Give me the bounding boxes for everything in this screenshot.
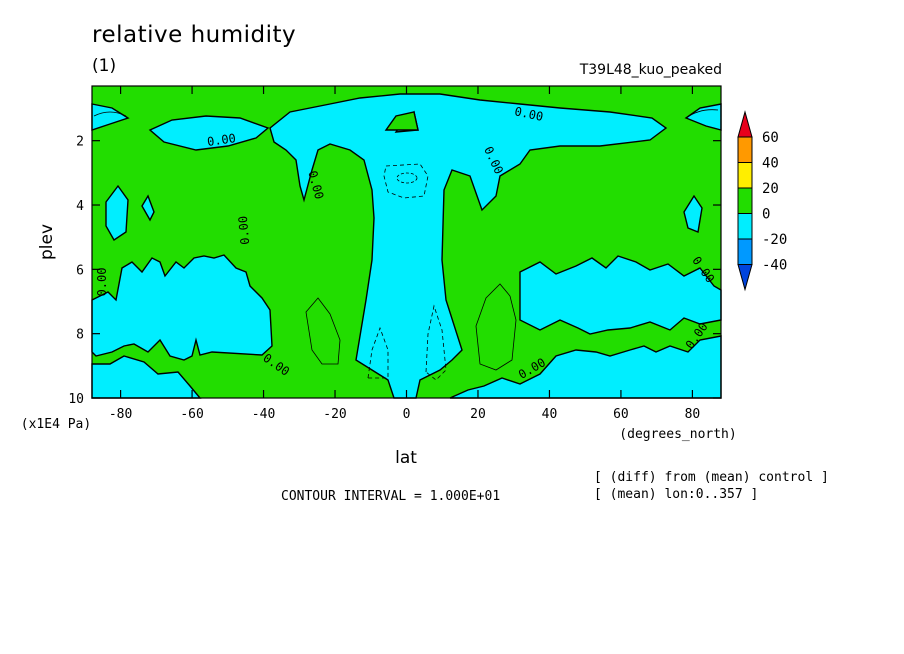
negative-region [91, 254, 273, 361]
mean-note: [ (mean) lon:0..357 ] [594, 487, 759, 502]
negative-region [105, 184, 129, 241]
x-tick-label: -60 [180, 407, 203, 422]
dashed-contour [367, 326, 389, 379]
plot-area: 0.000.000.000.000.000.000.000.000.00 0.00 [91, 86, 722, 399]
negative-region [269, 93, 668, 399]
axes: -80 -60 -40 -20 0 20 40 60 80 2 4 6 8 10 lat (degrees_n… [21, 85, 737, 468]
colorbar-label: 0 [762, 207, 770, 223]
contour-label: 0.00 [95, 268, 109, 297]
y-tick-label: 8 [76, 328, 84, 343]
x-axis-label: lat [395, 448, 417, 468]
x-tick-label: 40 [542, 407, 558, 422]
x-tick-label: -40 [252, 407, 275, 422]
colorbar-label: 20 [762, 181, 779, 197]
x-tick-label: 20 [470, 407, 486, 422]
run-name: T39L48_kuo_peaked [579, 62, 722, 78]
chart-title: relative humidity [92, 22, 297, 48]
dashed-contour [425, 304, 447, 381]
colorbar-segment [737, 136, 753, 163]
y-axis-label: plev [37, 224, 57, 260]
x-tick-label: -20 [323, 407, 346, 422]
colorbar-label: 60 [762, 130, 779, 146]
contour-label: 0.00 [236, 215, 252, 245]
contour-line [685, 109, 719, 119]
negative-region [683, 194, 703, 233]
colorbar-label: -40 [762, 258, 787, 274]
negative-region [449, 335, 722, 399]
y-tick-label: 4 [76, 199, 84, 214]
contour-interval: CONTOUR INTERVAL = 1.000E+01 [281, 489, 501, 504]
negative-region [141, 194, 155, 222]
y-axis-units: (x1E4 Pa) [21, 417, 91, 432]
panel-number: (1) [92, 56, 117, 76]
contour-line [475, 283, 517, 371]
colorbar-segment [737, 213, 753, 240]
dashed-contour [383, 163, 429, 199]
x-tick-label: 60 [613, 407, 629, 422]
contour-label: 0.00 [513, 104, 544, 124]
colorbar-label: -20 [762, 232, 787, 248]
colorbar-label: 40 [762, 156, 779, 172]
dashed-contour [396, 172, 418, 184]
colorbar-segment [737, 162, 753, 189]
negative-region [148, 115, 270, 151]
colorbar-cap [737, 264, 753, 292]
x-tick-label: -80 [109, 407, 132, 422]
y-tick-label: 2 [76, 135, 84, 150]
diff-note: [ (diff) from (mean) control ] [594, 470, 829, 485]
colorbar-segment [737, 238, 753, 265]
contour-line [93, 111, 127, 117]
x-tick-label: 0 [403, 407, 411, 422]
contour-label: 0.00 [206, 131, 237, 149]
contour-line [305, 297, 341, 365]
x-axis-units: (degrees_north) [619, 427, 736, 442]
positive-island [384, 111, 419, 131]
colorbar-cap [737, 110, 753, 138]
y-tick-label: 6 [76, 263, 84, 278]
colorbar-segment [737, 187, 753, 214]
y-tick-label: 10 [68, 392, 84, 407]
x-tick-label: 80 [685, 407, 701, 422]
colorbar: 60 40 20 0 -20 -40 [737, 110, 787, 292]
